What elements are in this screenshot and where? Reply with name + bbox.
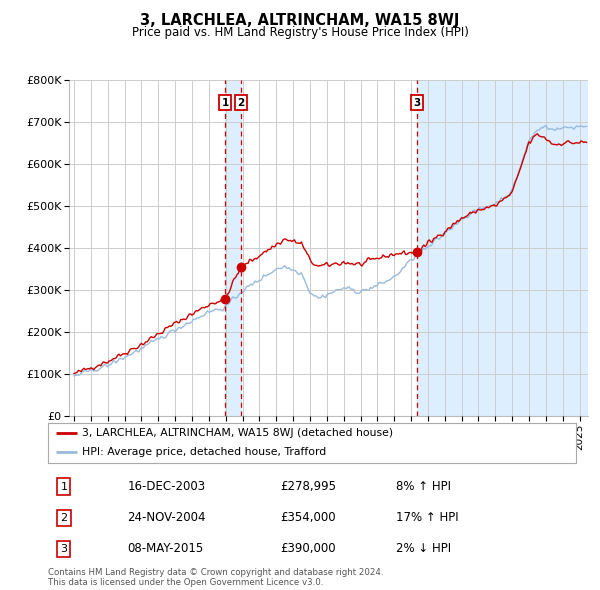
Text: 3: 3 — [413, 98, 421, 108]
Text: 16-DEC-2003: 16-DEC-2003 — [127, 480, 205, 493]
Text: £278,995: £278,995 — [280, 480, 337, 493]
Text: 8% ↑ HPI: 8% ↑ HPI — [397, 480, 451, 493]
Text: £390,000: £390,000 — [280, 542, 336, 555]
Text: Contains HM Land Registry data © Crown copyright and database right 2024.
This d: Contains HM Land Registry data © Crown c… — [48, 568, 383, 587]
Text: 3, LARCHLEA, ALTRINCHAM, WA15 8WJ (detached house): 3, LARCHLEA, ALTRINCHAM, WA15 8WJ (detac… — [82, 428, 394, 438]
Bar — [417, 80, 588, 416]
Bar — [225, 80, 241, 416]
Text: HPI: Average price, detached house, Trafford: HPI: Average price, detached house, Traf… — [82, 447, 326, 457]
Text: Price paid vs. HM Land Registry's House Price Index (HPI): Price paid vs. HM Land Registry's House … — [131, 26, 469, 39]
Text: 24-NOV-2004: 24-NOV-2004 — [127, 511, 206, 525]
Text: 1: 1 — [61, 481, 67, 491]
Text: 08-MAY-2015: 08-MAY-2015 — [127, 542, 203, 555]
Text: 2: 2 — [237, 98, 245, 108]
Text: 17% ↑ HPI: 17% ↑ HPI — [397, 511, 459, 525]
Text: 2: 2 — [60, 513, 67, 523]
Text: 3, LARCHLEA, ALTRINCHAM, WA15 8WJ: 3, LARCHLEA, ALTRINCHAM, WA15 8WJ — [140, 13, 460, 28]
Text: 2% ↓ HPI: 2% ↓ HPI — [397, 542, 452, 555]
Text: 1: 1 — [221, 98, 229, 108]
Text: £354,000: £354,000 — [280, 511, 336, 525]
Text: 3: 3 — [61, 544, 67, 554]
